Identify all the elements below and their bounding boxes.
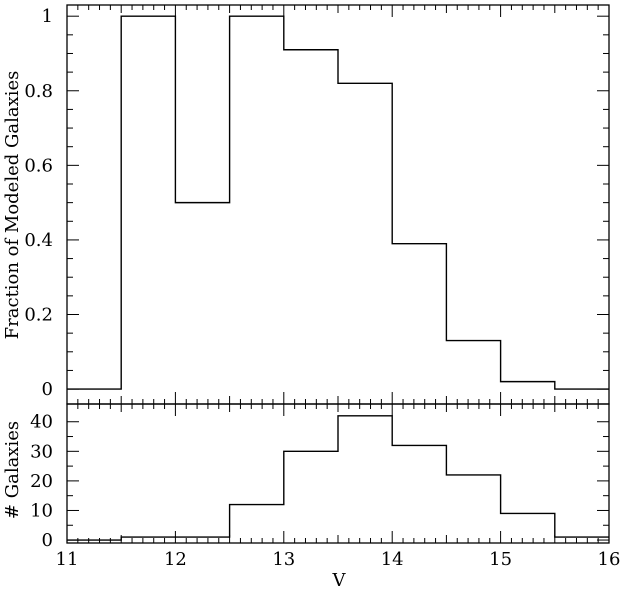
y-tick-label: 40 [30, 412, 53, 433]
x-tick-label: 11 [56, 549, 79, 570]
y-tick-label: 1 [42, 6, 53, 27]
bottom-y-axis-label: # Galaxies [2, 421, 23, 519]
bottom-panel: 0 10 20 30 40 11 12 13 14 15 16 [30, 403, 620, 570]
y-tick-label: 20 [30, 471, 53, 492]
y-tick-label: 0.2 [24, 305, 53, 326]
y-tick-label: 30 [30, 441, 53, 462]
top-y-axis-label: Fraction of Modeled Galaxies [2, 71, 23, 340]
x-tick-label: 15 [489, 549, 512, 570]
x-tick-label: 16 [598, 549, 620, 570]
y-tick-label: 0.4 [24, 230, 53, 251]
y-tick-label: 0 [42, 379, 53, 400]
x-axis-label: V [332, 570, 347, 591]
y-tick-label: 0.6 [24, 155, 53, 176]
y-tick-label: 10 [30, 500, 53, 521]
histogram-step-line [67, 15, 609, 390]
x-tick-label: 14 [381, 549, 404, 570]
x-tick-label: 13 [272, 549, 295, 570]
y-tick-label: 0.8 [24, 81, 53, 102]
histogram-step-line [67, 415, 609, 541]
x-tick-label: 12 [164, 549, 187, 570]
top-panel: 0 0.2 0.4 0.6 0.8 1 [24, 4, 610, 405]
y-tick-label: 0 [42, 530, 53, 551]
